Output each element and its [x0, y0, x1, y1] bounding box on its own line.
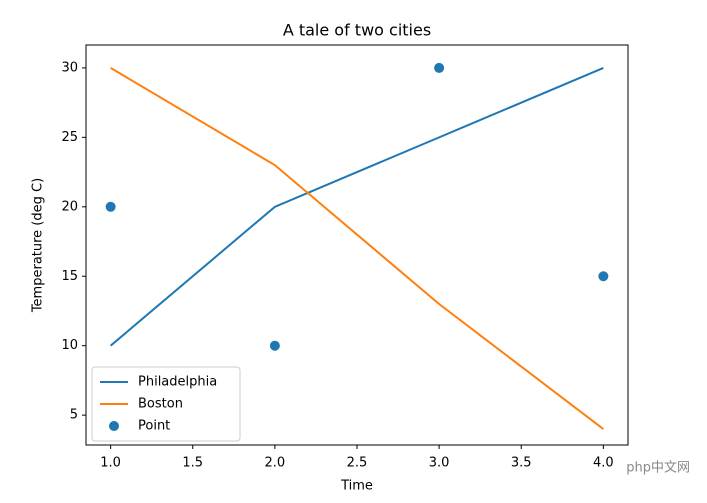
- x-tick-label: 1.0: [100, 456, 121, 471]
- x-tick-label: 3.5: [511, 456, 532, 471]
- chart-title: A tale of two cities: [283, 21, 431, 40]
- legend-label: Boston: [138, 397, 183, 412]
- watermark: php中文网: [626, 461, 690, 476]
- y-tick-label: 10: [61, 338, 78, 353]
- y-axis-label: Temperature (deg C): [31, 178, 46, 313]
- line: [109, 66, 604, 347]
- point: [434, 62, 445, 73]
- y-tick-label: 25: [61, 130, 78, 145]
- x-tick-label: 1.5: [182, 456, 203, 471]
- y-tick-label: 5: [70, 408, 78, 423]
- legend-marker: [109, 421, 119, 431]
- x-tick-label: 3.0: [429, 456, 450, 471]
- y-tick-label: 20: [61, 199, 78, 214]
- legend-label: Philadelphia: [138, 375, 217, 390]
- line: [110, 67, 604, 430]
- x-axis-label: Time: [340, 479, 373, 494]
- y-tick-label: 30: [61, 60, 78, 75]
- legend-label: Point: [138, 419, 170, 434]
- point: [105, 201, 116, 212]
- x-tick-label: 2.5: [347, 456, 368, 471]
- x-tick-label: 2.0: [265, 456, 286, 471]
- y-tick-label: 15: [61, 269, 78, 284]
- point: [269, 340, 280, 351]
- point: [598, 271, 609, 282]
- legend-box: [91, 366, 241, 442]
- x-tick-label: 4.0: [593, 456, 614, 471]
